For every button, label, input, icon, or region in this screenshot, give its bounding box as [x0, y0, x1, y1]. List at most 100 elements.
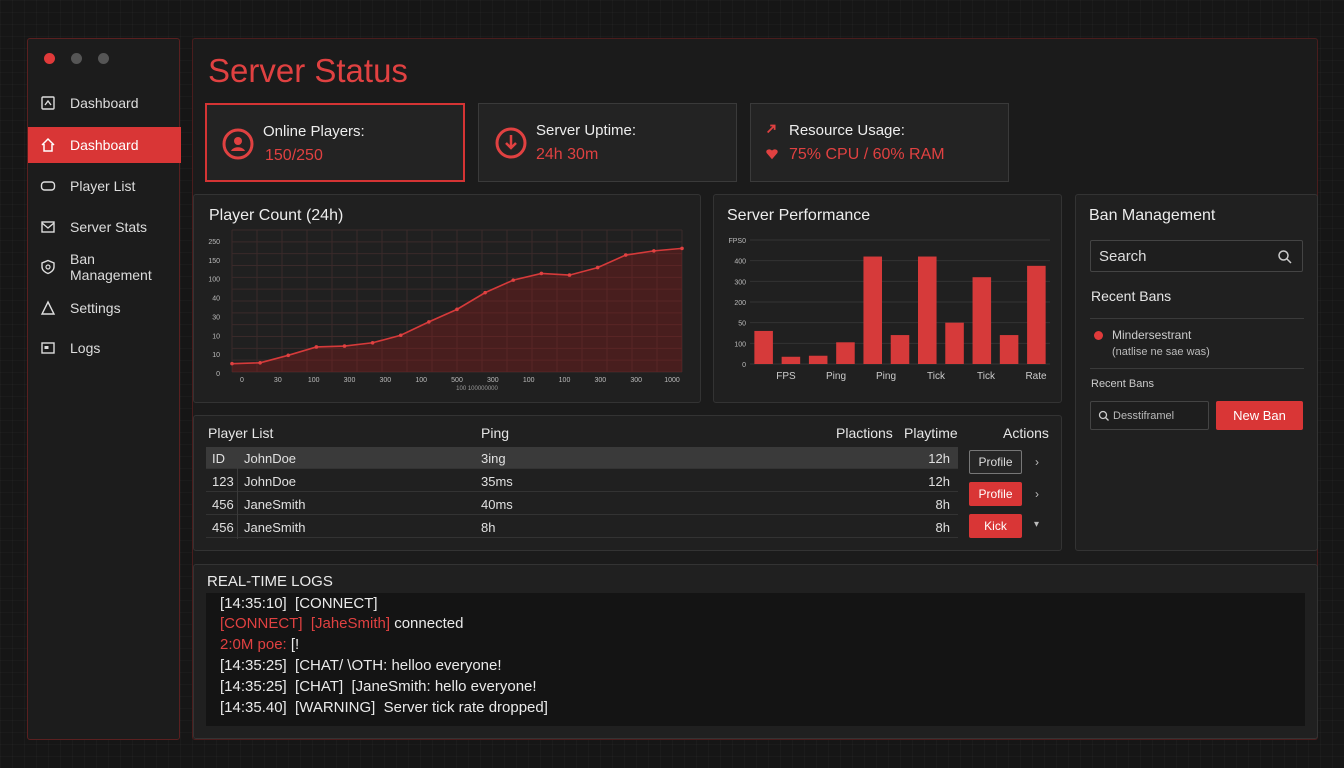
x-tick-label: 300 [379, 377, 391, 384]
log-line: [14:35:10] [CONNECT] [220, 595, 378, 612]
cell-ping: 3ing [481, 451, 506, 466]
y-tick-label: 10 [212, 333, 220, 340]
shield-icon [40, 259, 56, 275]
clock-down-icon [495, 127, 527, 159]
ban-entry-name[interactable]: Mindersestrant [1112, 328, 1192, 342]
x-tick-label: 300 [344, 377, 356, 384]
col-header-ping[interactable]: Ping [481, 425, 510, 441]
chevron-right-icon[interactable]: › [1035, 455, 1039, 469]
data-point [595, 265, 600, 270]
chevron-down-icon[interactable]: ▾ [1034, 519, 1040, 530]
kick-button[interactable]: Kick [969, 514, 1022, 538]
search-placeholder: Search [1099, 248, 1147, 265]
x-tick-label: FPS [776, 371, 796, 382]
sidebar-item-player-list[interactable]: Player List [28, 168, 180, 204]
stat-card-server-uptime[interactable]: Server Uptime: 24h 30m [478, 103, 737, 182]
bar [836, 342, 855, 364]
cell-name: JohnDoe [244, 474, 297, 489]
y-tick-label: 30 [212, 314, 220, 321]
search-icon[interactable] [1277, 249, 1293, 265]
x-tick-label: 300 [594, 377, 606, 384]
stat-label: Resource Usage: [789, 122, 905, 139]
bar [999, 335, 1019, 364]
sidebar-item-logs[interactable]: Logs [28, 330, 180, 366]
logs-icon [40, 340, 56, 356]
data-point [652, 249, 656, 253]
sidebar: Dashboard Dashboard Player List Server S… [27, 38, 181, 740]
data-point [567, 273, 572, 277]
dashboard-icon [40, 95, 56, 111]
table-row[interactable]: ID JohnDoe 3ing 12h [206, 447, 958, 469]
x-tick-label: 100 [559, 377, 571, 384]
new-ban-button[interactable]: New Ban [1216, 401, 1303, 430]
table-row[interactable]: 456 JaneSmith 8h 8h [206, 516, 958, 538]
y-tick-label: 40 [212, 296, 220, 303]
stat-card-online-players[interactable]: Online Players: 150/250 [205, 103, 465, 182]
cell-ping: 40ms [481, 497, 513, 512]
player-list-title: Player List [208, 425, 274, 441]
window-controls [44, 53, 109, 64]
log-line: [14:35.40] [WARNING] Server tick rate dr… [220, 699, 548, 716]
profile-button[interactable]: Profile [969, 482, 1022, 506]
sidebar-item-settings[interactable]: Settings [28, 290, 180, 326]
data-point [680, 246, 684, 251]
chevron-right-icon[interactable]: › [1035, 487, 1039, 501]
data-point [483, 290, 487, 295]
sidebar-item-server-stats[interactable]: Server Stats [28, 209, 180, 245]
sidebar-item-ban-management[interactable]: Ban Management [28, 249, 180, 285]
bar [890, 335, 910, 364]
bar [781, 356, 801, 364]
bar [945, 322, 964, 364]
server-performance-chart: FPS0 400 300 200 50 100 0 FPS Ping Ping Tick Tick Ra… [728, 238, 1050, 382]
bar [918, 256, 937, 364]
bar [972, 277, 992, 364]
ban-search-input[interactable]: Search [1090, 240, 1303, 272]
y-tick-label: 100 [734, 341, 746, 348]
x-tick-label: 500 [451, 377, 463, 384]
log-text: [14:35:25] [CHAT] [JaneSmith: hello ever… [220, 678, 537, 695]
cell-id: ID [212, 451, 225, 466]
minimize-window-dot[interactable] [71, 53, 82, 64]
heart-icon [766, 149, 778, 160]
data-point [258, 361, 262, 365]
data-point [455, 307, 459, 312]
stat-label: Server Uptime: [536, 122, 637, 139]
settings-icon [40, 300, 56, 316]
y-tick-label: 50 [738, 321, 746, 328]
y-tick-label: 200 [734, 300, 746, 307]
ban-player-input[interactable]: Desstiframel [1090, 401, 1209, 430]
x-tick-label: 300 [487, 377, 499, 384]
cell-ping: 35ms [481, 474, 513, 489]
recent-bans-title: Recent Bans [1091, 288, 1172, 304]
cell-playtime: 12h [928, 474, 950, 489]
x-tick-label: 1000 [664, 377, 680, 384]
log-line: 2:0M poe: [! [220, 636, 299, 653]
logs-title: REAL-TIME LOGS [207, 573, 333, 590]
cell-name: JaneSmith [244, 520, 306, 535]
stat-card-resource-usage[interactable]: Resource Usage: 75% CPU / 60% RAM [750, 103, 1009, 182]
log-line: [CONNECT] [JaheSmith] connected [220, 615, 463, 632]
sidebar-item-dashboard[interactable]: Dashboard [28, 85, 180, 121]
server-performance-title: Server Performance [727, 207, 871, 224]
data-point [370, 340, 375, 345]
maximize-window-dot[interactable] [98, 53, 109, 64]
table-row[interactable]: 456 JaneSmith 40ms 8h [206, 493, 958, 515]
sidebar-item-dashboard-active[interactable]: Dashboard [28, 127, 181, 163]
col-header-playtime[interactable]: Playtime [904, 425, 958, 441]
col-header-plactions[interactable]: Plactions [836, 425, 893, 441]
cell-playtime: 8h [935, 520, 950, 535]
logs-console[interactable] [206, 593, 1305, 726]
recent-bans-subtitle: Recent Bans [1091, 378, 1154, 390]
log-text: [! [286, 636, 300, 653]
log-text: [CONNECT] [JaheSmith] [220, 615, 391, 632]
profile-button[interactable]: Profile [969, 450, 1022, 474]
stat-value: 75% CPU / 60% RAM [789, 146, 945, 163]
sidebar-item-label: Ban Management [70, 251, 152, 283]
table-row[interactable]: 123 JohnDoe 35ms 12h [206, 470, 958, 492]
close-window-dot[interactable] [44, 53, 55, 64]
sidebar-item-label: Settings [70, 300, 121, 316]
column-divider [237, 447, 238, 539]
bar [754, 330, 773, 364]
stat-label: Online Players: [263, 123, 365, 140]
cell-name: JaneSmith [244, 497, 306, 512]
